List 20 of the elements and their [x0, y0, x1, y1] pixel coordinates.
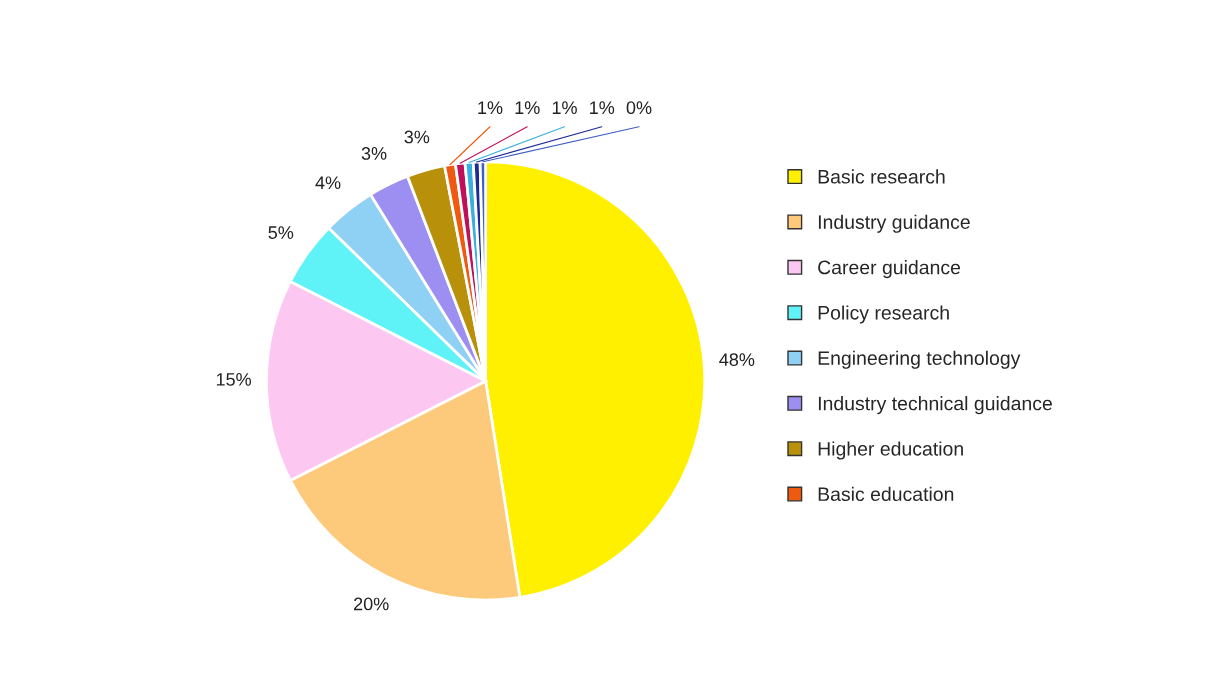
data-label: 4%: [315, 176, 341, 190]
legend-label: Career guidance: [818, 260, 961, 279]
legend-label: Basic education: [818, 486, 954, 502]
legend-label: Industry guidance: [818, 214, 970, 233]
data-label: 3%: [404, 130, 430, 144]
legend-label: Higher education: [818, 441, 963, 460]
legend-label: Industry technical guidance: [818, 396, 1052, 415]
data-label: 1%: [552, 101, 577, 114]
data-label: 0%: [626, 101, 652, 115]
data-label: 15%: [216, 373, 252, 386]
data-label: 20%: [354, 597, 389, 611]
legend-label: Basic research: [818, 169, 945, 184]
data-label: 3%: [361, 147, 387, 160]
data-label: 1%: [515, 101, 540, 114]
data-label: 48%: [719, 353, 755, 367]
data-label: 1%: [590, 101, 615, 114]
data-label: 5%: [268, 226, 294, 239]
data-label: 1%: [478, 101, 503, 114]
legend-label: Policy research: [818, 305, 949, 324]
legend-label: Engineering technology: [818, 350, 1021, 369]
